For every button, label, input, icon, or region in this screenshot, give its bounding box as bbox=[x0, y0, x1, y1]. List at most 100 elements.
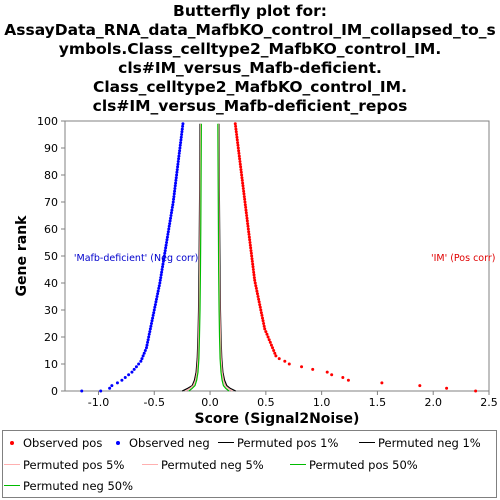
point-observed-pos bbox=[242, 189, 246, 193]
point-observed-neg bbox=[143, 349, 147, 352]
point-observed-neg bbox=[161, 259, 165, 263]
legend-label: Permuted neg 50% bbox=[23, 479, 134, 493]
point-observed-pos bbox=[260, 316, 264, 320]
point-observed-pos bbox=[247, 232, 251, 236]
y-tick-label: 60 bbox=[44, 223, 58, 236]
point-observed-neg bbox=[158, 281, 162, 285]
point-observed-pos bbox=[240, 176, 244, 180]
point-observed-pos bbox=[246, 227, 250, 231]
point-observed-neg bbox=[181, 124, 185, 128]
plot-area bbox=[64, 120, 490, 392]
x-tick-label: 1.0 bbox=[313, 396, 331, 409]
x-tick-label: -0.5 bbox=[144, 396, 165, 409]
legend-item: Permuted neg 1% bbox=[359, 435, 481, 451]
point-observed-neg bbox=[168, 219, 172, 223]
series-line-permuted-pos-50 bbox=[217, 123, 230, 392]
point-observed-pos bbox=[247, 230, 251, 234]
point-observed-pos bbox=[341, 376, 345, 379]
point-observed-neg bbox=[161, 262, 165, 266]
y-axis: 0 10 20 30 40 50 60 70 80 90 100 bbox=[37, 115, 65, 398]
point-observed-pos bbox=[257, 297, 261, 301]
legend-item: Permuted pos 1% bbox=[218, 435, 338, 451]
point-observed-neg bbox=[158, 278, 162, 282]
legend-marker-line bbox=[4, 457, 20, 473]
point-observed-pos bbox=[240, 178, 244, 182]
title-line: cls#IM_versus_Mafb-deficient_repos bbox=[93, 97, 408, 115]
point-observed-pos bbox=[257, 300, 261, 304]
point-observed-neg bbox=[156, 292, 160, 296]
point-observed-pos bbox=[245, 216, 249, 220]
point-observed-neg bbox=[175, 168, 179, 172]
point-observed-neg bbox=[175, 170, 179, 174]
y-tick-label: 90 bbox=[44, 142, 58, 155]
point-observed-pos bbox=[274, 354, 278, 358]
point-observed-pos bbox=[243, 197, 247, 201]
point-observed-neg bbox=[144, 346, 148, 350]
point-observed-pos bbox=[251, 265, 255, 269]
point-observed-neg bbox=[153, 303, 157, 307]
point-observed-neg bbox=[174, 178, 178, 182]
x-tick-label: -1.0 bbox=[88, 396, 109, 409]
y-tick-label: 80 bbox=[44, 169, 58, 182]
point-observed-pos bbox=[269, 343, 273, 347]
point-observed-neg bbox=[170, 208, 174, 212]
y-axis-label: Gene rank bbox=[14, 215, 30, 297]
point-observed-neg bbox=[176, 160, 180, 163]
y-tick-label: 50 bbox=[44, 250, 58, 263]
point-observed-neg bbox=[151, 316, 155, 320]
x-axis-label: Score (Signal2Noise) bbox=[195, 411, 360, 427]
y-tick-label: 20 bbox=[44, 331, 58, 344]
point-observed-neg bbox=[171, 203, 175, 207]
point-observed-neg bbox=[180, 127, 184, 131]
point-observed-pos bbox=[300, 365, 304, 369]
point-observed-neg bbox=[165, 235, 169, 239]
point-observed-neg bbox=[172, 192, 176, 196]
point-observed-pos bbox=[272, 349, 276, 352]
point-observed-neg bbox=[155, 295, 159, 298]
point-observed-pos bbox=[249, 249, 253, 253]
point-observed-neg bbox=[160, 268, 164, 271]
point-observed-neg bbox=[145, 343, 149, 347]
legend-marker-line bbox=[218, 435, 234, 451]
series-line-permuted-neg-5 bbox=[185, 123, 202, 392]
point-observed-neg bbox=[163, 249, 167, 253]
point-observed-pos bbox=[242, 195, 246, 199]
point-observed-pos bbox=[234, 130, 238, 134]
legend-label: Permuted neg 1% bbox=[378, 436, 481, 450]
point-observed-pos bbox=[262, 324, 266, 328]
point-observed-pos bbox=[248, 243, 252, 247]
point-observed-pos bbox=[325, 370, 329, 374]
point-observed-neg bbox=[139, 359, 143, 363]
point-observed-pos bbox=[248, 238, 252, 242]
point-observed-pos bbox=[245, 219, 249, 223]
point-observed-pos bbox=[235, 138, 239, 142]
point-observed-pos bbox=[266, 335, 270, 339]
point-observed-pos bbox=[240, 173, 244, 177]
point-observed-neg bbox=[173, 187, 177, 190]
point-observed-neg bbox=[161, 265, 165, 269]
point-observed-neg bbox=[157, 284, 161, 288]
point-observed-pos bbox=[250, 254, 254, 258]
legend-label: Permuted neg 5% bbox=[161, 458, 264, 472]
point-observed-neg bbox=[142, 351, 146, 355]
legend-item: Observed neg bbox=[110, 435, 210, 451]
legend-marker-dot bbox=[4, 435, 20, 451]
point-observed-pos bbox=[238, 157, 242, 161]
point-observed-neg bbox=[134, 365, 138, 369]
point-observed-pos bbox=[287, 362, 291, 366]
point-observed-neg bbox=[154, 297, 158, 301]
point-observed-pos bbox=[239, 165, 243, 169]
point-observed-pos bbox=[346, 378, 350, 382]
point-observed-neg bbox=[149, 324, 153, 328]
point-observed-neg bbox=[169, 211, 173, 215]
point-observed-pos bbox=[239, 168, 243, 172]
point-observed-neg bbox=[175, 173, 179, 177]
x-tick-label: 0.5 bbox=[257, 396, 275, 409]
butterfly-plot: Butterfly plot for:AssayData_RNA_data_Ma… bbox=[4, 2, 497, 427]
point-observed-neg bbox=[171, 200, 175, 204]
point-observed-pos bbox=[261, 319, 265, 323]
legend-label: Permuted pos 1% bbox=[237, 436, 339, 450]
legend-marker-line bbox=[142, 457, 158, 473]
point-observed-neg bbox=[177, 151, 181, 155]
series-layer bbox=[80, 122, 478, 393]
